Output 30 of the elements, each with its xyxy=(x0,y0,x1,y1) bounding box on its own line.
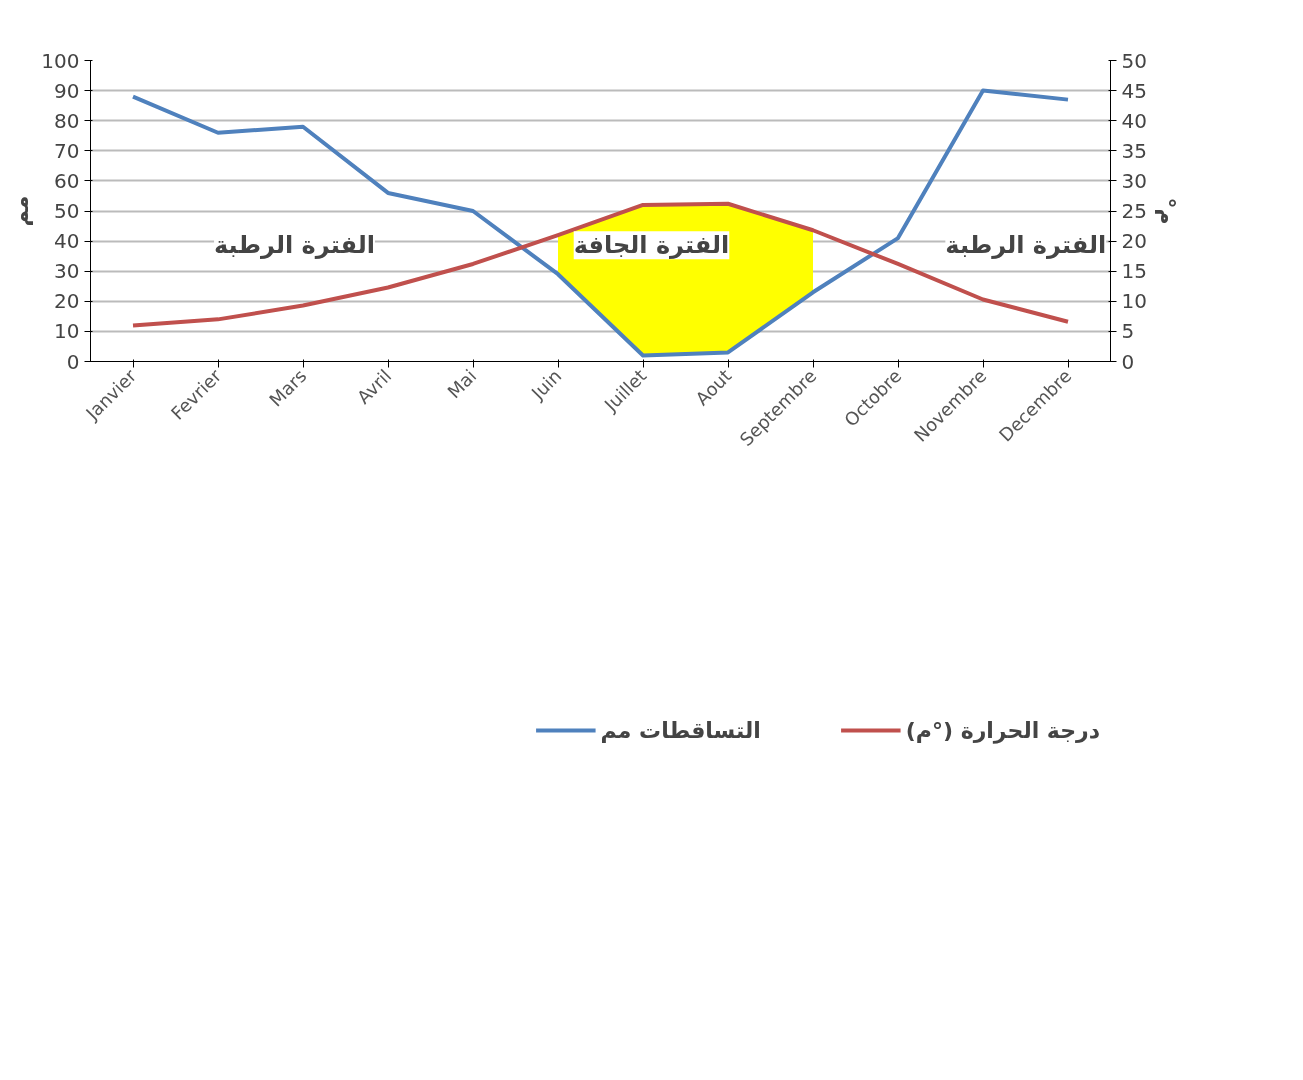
y2-tick-label: 20 xyxy=(1121,229,1147,254)
y-tick-label: 90 xyxy=(54,78,80,103)
y-tick-label: 30 xyxy=(54,259,80,284)
y-axis-title: مم xyxy=(8,195,34,227)
y-tick-label: 100 xyxy=(41,48,80,73)
annotation: الفترة الرطبة xyxy=(945,231,1107,260)
legend-label: درجة الحرارة (°م) xyxy=(905,717,1100,743)
y-tick-label: 60 xyxy=(54,168,80,193)
y2-tick-label: 45 xyxy=(1121,78,1147,103)
y-tick-label: 20 xyxy=(54,289,80,314)
legend-label: التساقطات مم xyxy=(600,717,761,743)
y2-tick-label: 30 xyxy=(1121,168,1147,193)
y2-tick-label: 15 xyxy=(1121,259,1147,284)
y2-tick-label: 25 xyxy=(1121,199,1147,223)
y2-tick-label: 50 xyxy=(1121,48,1147,73)
y2-tick-label: 0 xyxy=(1121,349,1135,374)
y2-tick-label: 40 xyxy=(1121,108,1147,133)
annotation: الفترة الجافة xyxy=(573,231,730,260)
annotation: الفترة الرطبة xyxy=(214,231,375,260)
y-tick-label: 0 xyxy=(66,349,80,374)
y-tick-label: 40 xyxy=(54,229,80,254)
y2-tick-label: 10 xyxy=(1121,289,1147,314)
y-tick-label: 80 xyxy=(54,108,80,133)
y-tick-label: 10 xyxy=(54,319,80,344)
y-tick-label: 50 xyxy=(54,199,80,223)
y2-tick-label: 35 xyxy=(1121,138,1147,163)
y2-axis-title: °م xyxy=(1154,197,1180,225)
y-tick-label: 70 xyxy=(54,138,80,163)
x-tick-label: Mai xyxy=(443,365,481,403)
y2-tick-label: 5 xyxy=(1121,319,1135,344)
